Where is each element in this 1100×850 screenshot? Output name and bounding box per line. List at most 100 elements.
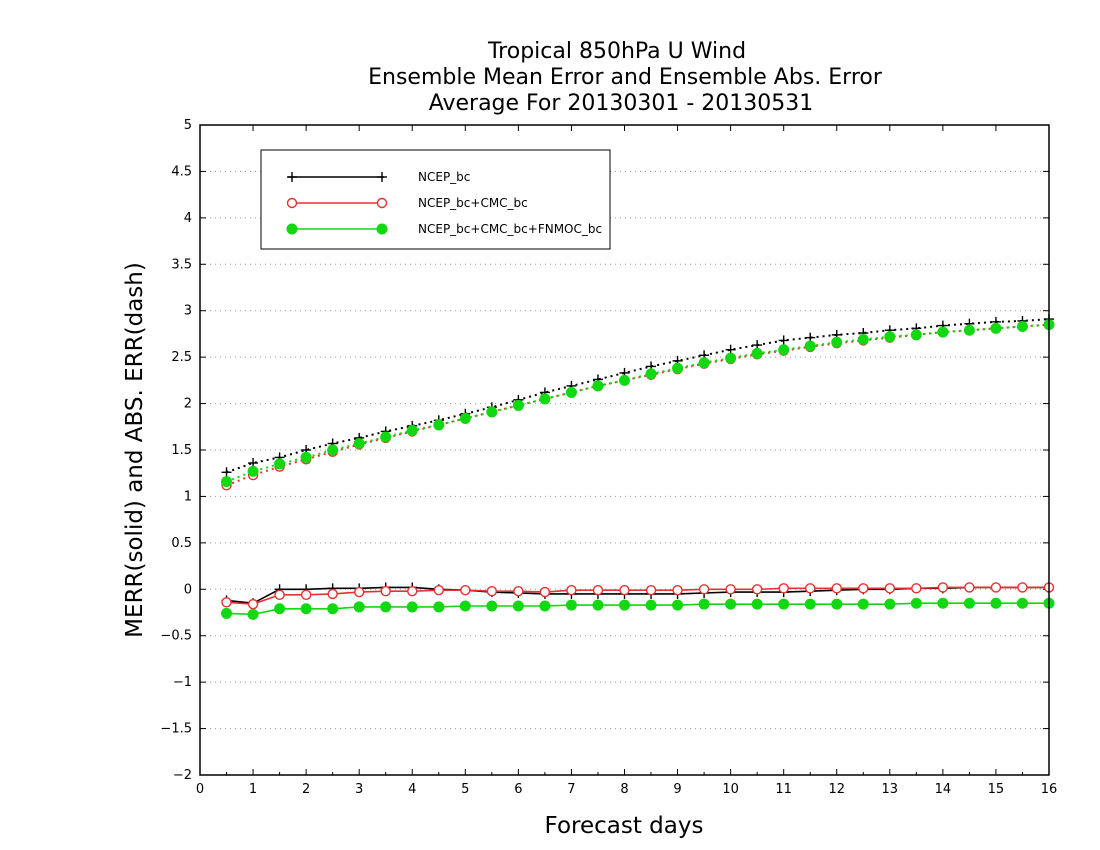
data-point-dot [221, 476, 233, 488]
data-point-dot [286, 223, 298, 235]
legend-item-0: NCEP_bc [287, 170, 470, 184]
legend-label: NCEP_bc+CMC_bc+FNMOC_bc [418, 222, 602, 236]
data-point-circle [286, 197, 298, 209]
data-point-circle [698, 584, 710, 595]
data-point-dot [831, 598, 843, 610]
data-point-dot [857, 334, 869, 345]
y-tick-label: 2 [184, 397, 192, 412]
data-point-dot [645, 599, 657, 611]
data-point-circle [380, 585, 391, 597]
data-point-dot [459, 600, 471, 612]
series-layer [221, 314, 1055, 620]
y-tick-label: 4 [184, 211, 192, 226]
x-tick-label: 16 [1041, 782, 1058, 797]
data-point-dot [778, 344, 790, 356]
data-point-dot [300, 451, 312, 463]
data-point-circle [672, 585, 683, 596]
x-tick-label: 14 [935, 782, 952, 797]
title-line-3: Average For 20130301 - 20130531 [429, 91, 814, 116]
data-point-dot [565, 386, 577, 398]
data-point-circle [805, 583, 816, 594]
data-point-circle [460, 585, 471, 596]
data-point-dot [963, 324, 975, 336]
x-tick-label: 2 [302, 782, 310, 797]
y-tick-label: 1 [184, 489, 192, 504]
x-tick-label: 4 [408, 782, 416, 797]
data-point-circle [911, 583, 922, 594]
x-tick-label: 10 [722, 782, 739, 797]
y-tick-label: 5 [184, 118, 192, 133]
series-0 [221, 314, 1054, 609]
data-point-dot [486, 600, 498, 612]
data-point-circle [221, 597, 232, 608]
data-point-dot [937, 597, 949, 609]
data-point-circle [619, 585, 630, 596]
x-tick-label: 5 [461, 782, 469, 797]
data-point-dot [1016, 321, 1028, 332]
data-point-dot [353, 601, 365, 613]
y-tick-label: −0.5 [160, 629, 192, 644]
x-tick-label: 3 [355, 782, 363, 797]
data-point-dot [221, 607, 233, 619]
legend-item-2: NCEP_bc+CMC_bc+FNMOC_bc [286, 222, 602, 236]
data-point-circle [884, 583, 896, 594]
data-point-dot [884, 598, 896, 610]
y-tick-label: −1 [173, 675, 192, 690]
data-point-circle [274, 589, 285, 601]
data-point-dot [300, 603, 312, 615]
data-point-dot [751, 347, 763, 359]
data-point-circle [353, 586, 365, 598]
data-point-dot [592, 380, 604, 392]
data-point-circle [539, 586, 551, 598]
data-point-circle [592, 585, 604, 596]
data-point-dot [619, 374, 630, 386]
x-tick-label: 6 [514, 782, 522, 797]
data-point-circle [725, 584, 736, 595]
data-point-dot [698, 357, 710, 369]
x-tick-label: 13 [882, 782, 899, 797]
y-tick-label: 0.5 [171, 536, 192, 551]
data-point-circle [1017, 582, 1028, 593]
title-line-2: Ensemble Mean Error and Ensemble Abs. Er… [368, 65, 883, 90]
data-point-dot [380, 431, 392, 443]
data-point-plus [377, 172, 387, 182]
abserr-line [226, 323, 1050, 487]
data-point-circle [513, 585, 524, 597]
data-point-dot [725, 598, 737, 610]
data-point-dot [486, 406, 498, 418]
data-point-dot [247, 465, 259, 477]
data-point-dot [751, 598, 763, 610]
data-point-circle [300, 589, 312, 601]
data-point-dot [592, 599, 604, 611]
data-point-dot [459, 412, 471, 424]
data-point-circle [990, 582, 1002, 593]
data-point-dot [512, 399, 524, 411]
data-point-circle [566, 585, 577, 596]
x-tick-label: 1 [249, 782, 257, 797]
x-tick-label: 0 [196, 782, 204, 797]
data-point-dot [672, 599, 684, 611]
data-point-plus [287, 172, 297, 182]
data-point-dot [406, 601, 418, 613]
data-point-circle [831, 583, 842, 594]
data-point-dot [645, 368, 657, 380]
data-point-circle [486, 585, 498, 597]
y-axis-ticks: −2 −1.5 −1 −0.5 0 0.5 1 1.5 2 2.5 3 3.5 4 4.5 5 [160, 118, 1049, 783]
data-point-circle [858, 583, 869, 594]
data-point-dot [804, 340, 816, 352]
x-tick-label: 9 [673, 782, 681, 797]
data-point-dot [433, 419, 445, 431]
data-point-plus [221, 467, 232, 478]
data-point-dot [539, 600, 551, 612]
legend-box [260, 149, 611, 250]
x-tick-label: 7 [567, 782, 575, 797]
plot-frame [199, 124, 1050, 776]
data-point-circle [751, 584, 763, 595]
data-point-dot [884, 331, 896, 343]
x-tick-label: 8 [620, 782, 628, 797]
x-tick-label: 12 [828, 782, 845, 797]
data-point-dot [274, 458, 286, 470]
data-point-dot [937, 326, 949, 338]
data-point-circle [645, 585, 657, 596]
